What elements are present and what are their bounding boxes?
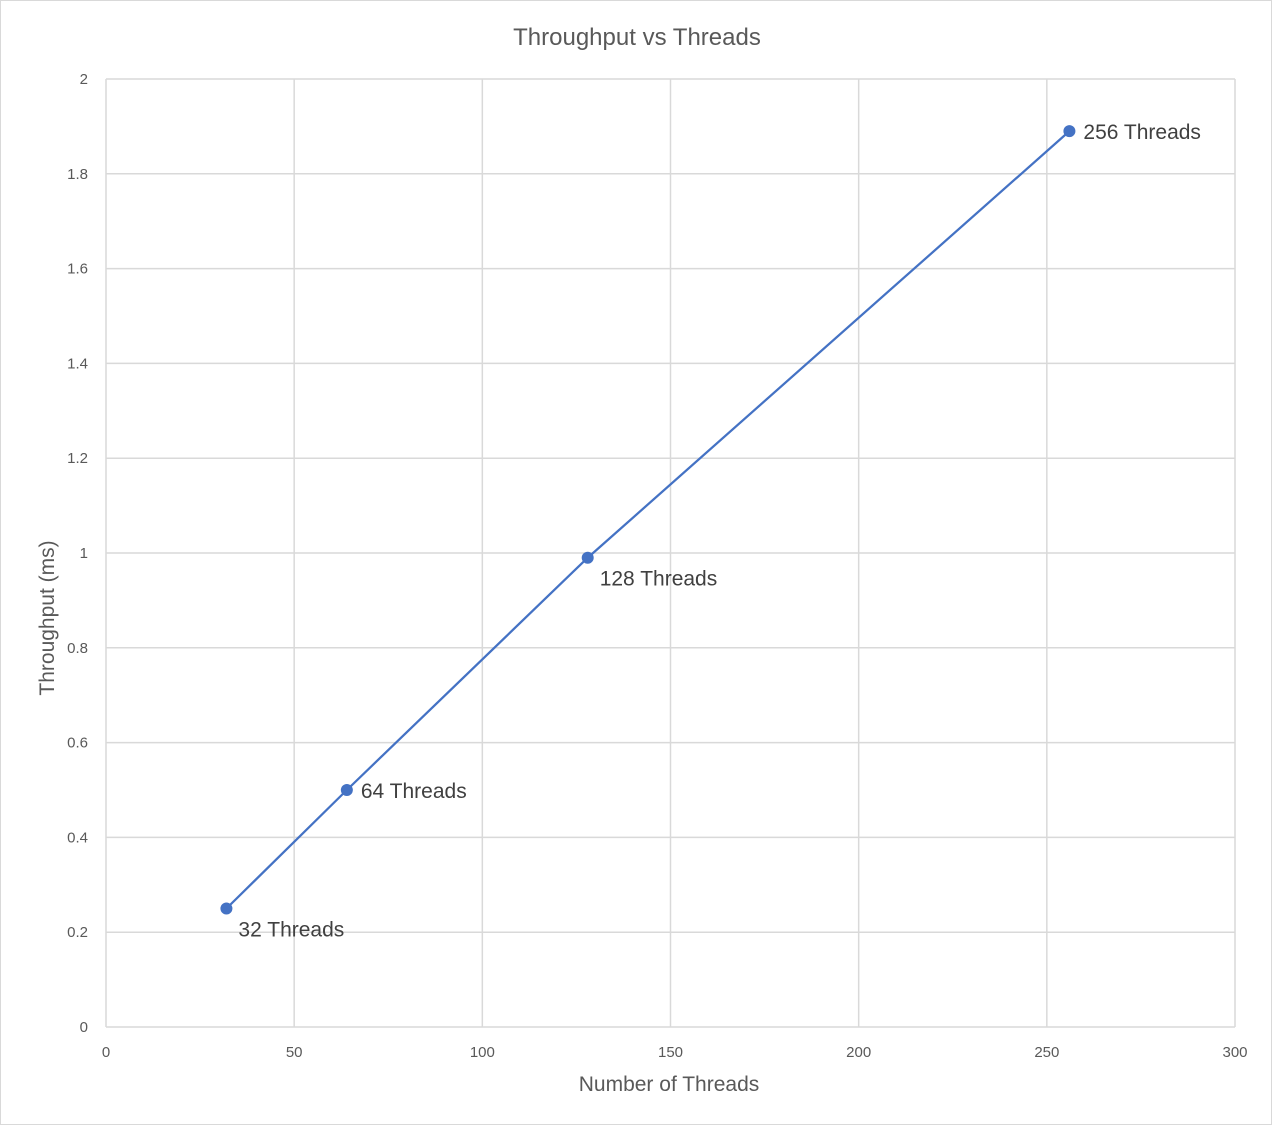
y-tick-label-7: 1.4 (67, 355, 88, 372)
data-point-3 (1063, 125, 1076, 138)
chart-title: Throughput vs Threads (513, 24, 761, 51)
y-tick-labels: 0 0.2 0.4 0.6 0.8 1 1.2 1.4 1.6 1.8 2 (67, 71, 88, 1036)
x-tick-label-6: 300 (1222, 1044, 1247, 1061)
x-tick-label-2: 100 (470, 1044, 495, 1061)
data-label-3: 256 Threads (1083, 121, 1201, 144)
data-point-1 (340, 784, 353, 796)
y-tick-label-0: 0 (80, 1019, 88, 1036)
y-tick-label-10: 2 (80, 71, 88, 88)
data-label-1: 64 Threads (361, 780, 467, 803)
x-tick-label-0: 0 (102, 1044, 110, 1061)
y-tick-label-6: 1.2 (67, 450, 88, 467)
series-line-0 (225, 130, 1071, 910)
y-tick-label-4: 0.8 (67, 640, 88, 657)
data-label-0: 32 Threads (238, 919, 344, 942)
y-tick-label-2: 0.4 (67, 829, 88, 846)
data-labels: 32 Threads 64 Threads 128 Threads 256 Threa… (238, 121, 1201, 941)
y-tick-label-1: 0.2 (67, 924, 88, 941)
data-point-2 (581, 551, 594, 564)
y-axis-title: Throughput (ms) (36, 540, 59, 695)
series-throughput (220, 125, 1076, 915)
x-tick-label-4: 200 (846, 1044, 871, 1061)
x-axis-title: Number of Threads (579, 1073, 760, 1096)
x-tick-label-3: 150 (658, 1044, 683, 1061)
x-tick-label-1: 50 (286, 1044, 303, 1061)
y-tick-label-5: 1 (80, 545, 88, 562)
y-tick-label-8: 1.6 (67, 261, 88, 278)
data-point-0 (220, 902, 233, 915)
x-tick-label-5: 250 (1034, 1044, 1059, 1061)
y-tick-label-3: 0.6 (67, 735, 88, 752)
y-tick-label-9: 1.8 (67, 166, 88, 183)
x-tick-labels: 0 50 100 150 200 250 300 (102, 1044, 1248, 1061)
y-gridlines (106, 78, 1235, 1028)
data-label-2: 128 Threads (600, 568, 718, 591)
